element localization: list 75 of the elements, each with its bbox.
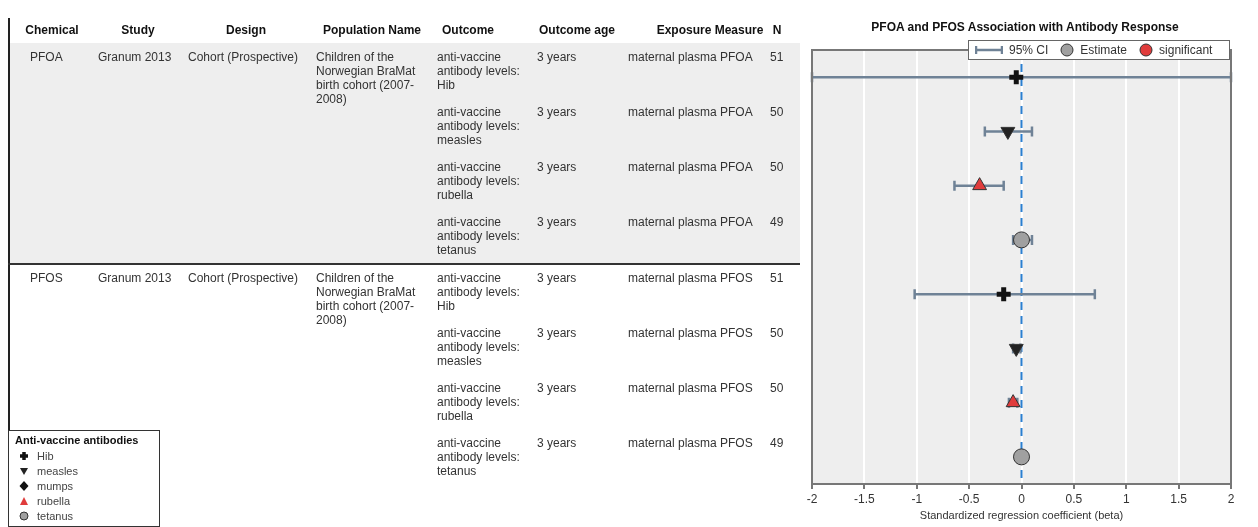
text: maternal plasma PFOA: [628, 105, 754, 120]
x-tick-label: 0.5: [1065, 491, 1083, 506]
legend-label: mumps: [37, 479, 74, 492]
text: Cohort (Prospective): [188, 50, 300, 64]
text: anti-vaccine antibody levels: tetanus: [437, 215, 521, 258]
legend-label: tetanus: [37, 509, 74, 522]
text: 3 years: [537, 50, 578, 64]
text: maternal plasma PFOS: [628, 325, 754, 340]
point: [1013, 448, 1030, 466]
text: 3 years: [537, 325, 578, 340]
text: maternal plasma PFOS: [628, 380, 754, 395]
text: PFOA: [30, 50, 64, 64]
text: 50: [770, 105, 785, 120]
x-tick-label: -2: [806, 491, 818, 506]
x-tick-label: 2: [1227, 491, 1235, 506]
point: [1000, 126, 1016, 140]
text: 49: [770, 435, 785, 450]
text: Outcome: [441, 23, 494, 37]
text: N: [772, 23, 782, 37]
text: 51: [770, 270, 785, 285]
text: 50: [770, 380, 785, 395]
text: anti-vaccine antibody levels: tetanus: [437, 435, 521, 478]
text: PFOS: [30, 270, 64, 285]
text: Granum 2013: [98, 50, 173, 64]
legend-title: Anti-vaccine antibodies: [15, 434, 140, 446]
x-tick-label: 1.5: [1170, 491, 1188, 506]
text: Cohort (Prospective): [188, 270, 300, 285]
text: 3 years: [537, 270, 578, 285]
x-tick-label: -1: [911, 491, 923, 506]
text: Granum 2013: [98, 270, 173, 285]
x-tick-label: -0.5: [958, 491, 980, 506]
text: maternal plasma PFOS: [628, 435, 754, 450]
text: Chemical: [24, 23, 80, 37]
text: maternal plasma PFOA: [628, 160, 754, 175]
text: maternal plasma PFOA: [628, 215, 754, 230]
key-panel: 95% CI Estimate significant: [968, 40, 1230, 60]
x-tick-label: 1: [1122, 491, 1130, 506]
text: maternal plasma PFOA: [628, 50, 754, 64]
text: 3 years: [537, 380, 578, 395]
annotation: Estimate: [1080, 43, 1128, 57]
text: 3 years: [537, 105, 578, 120]
text: Population Name: [322, 23, 422, 37]
text: 3 years: [537, 160, 578, 175]
text: Outcome age: [538, 23, 616, 37]
text: 3 years: [537, 435, 578, 450]
x-tick-label: 0: [1018, 491, 1026, 506]
annotation: 95% CI: [1009, 43, 1049, 57]
chart-title: PFOA and PFOS Association with Antibody Response: [870, 20, 1180, 34]
legend-label: rubella: [37, 494, 71, 507]
text: anti-vaccine antibody levels: Hib: [437, 50, 521, 92]
text: anti-vaccine antibody levels: rubella: [437, 160, 521, 203]
text: Exposure Measure: [656, 23, 764, 37]
point: [994, 284, 1014, 304]
x-tick-label: -1.5: [854, 491, 876, 506]
legend-label: measles: [37, 464, 78, 477]
text: anti-vaccine antibody levels: rubella: [437, 380, 521, 423]
text: Children of the Norwegian BraMat birth cohort (2007-2008): [316, 50, 417, 106]
point: [972, 177, 988, 191]
text: 3 years: [537, 215, 578, 230]
text: 50: [770, 160, 785, 175]
point: [1006, 67, 1026, 87]
x-axis-title: Standardized regression coefficient (beta): [919, 509, 1124, 522]
annotation: significant: [1159, 43, 1213, 57]
text: anti-vaccine antibody levels: measles: [437, 325, 521, 368]
text: 49: [770, 215, 785, 230]
text: anti-vaccine antibody levels: Hib: [437, 270, 521, 313]
text: 51: [770, 50, 785, 64]
text: Children of the Norwegian BraMat birth cohort (2007-2008): [316, 270, 417, 327]
legend-label: Hib: [37, 449, 54, 462]
text: maternal plasma PFOS: [628, 270, 754, 285]
text: 50: [770, 325, 785, 340]
text: anti-vaccine antibody levels: measles: [437, 105, 521, 148]
text: Design: [225, 23, 267, 37]
point: [1013, 231, 1030, 249]
text: Study: [121, 23, 155, 37]
